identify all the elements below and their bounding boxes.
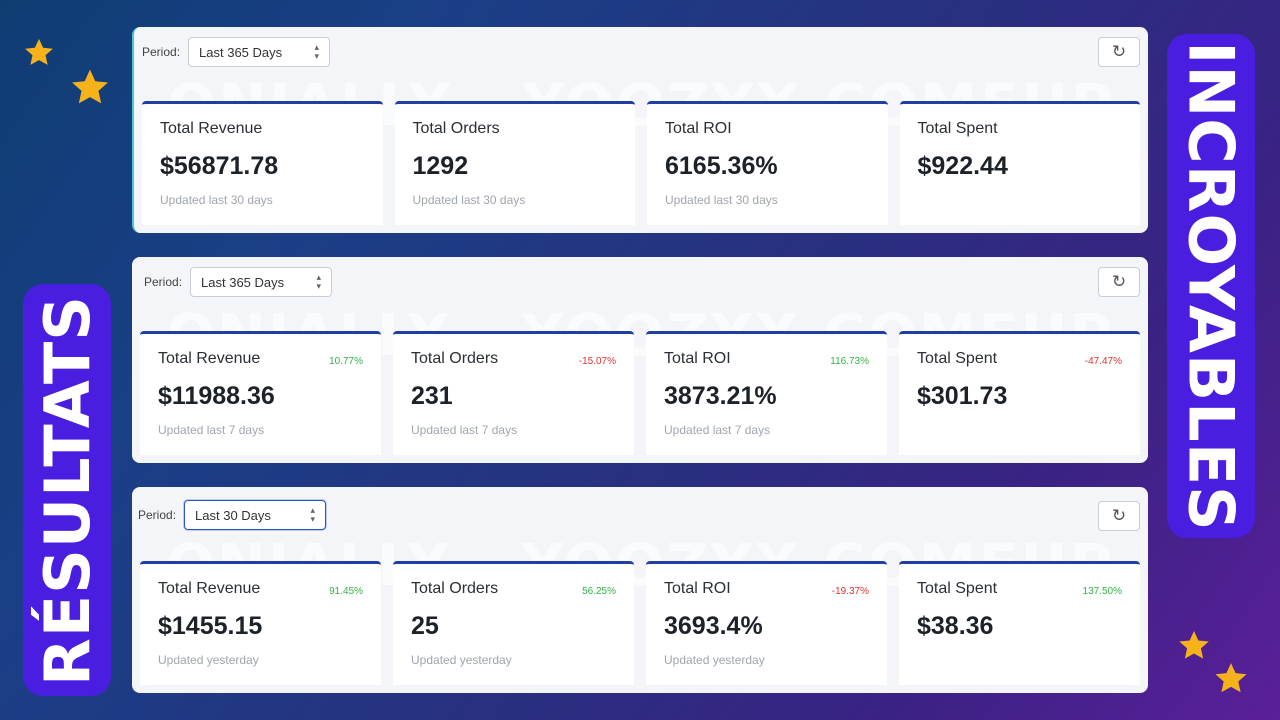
card-change-badge: 10.77% <box>329 356 363 367</box>
star-icon <box>22 36 56 70</box>
stat-cards: Total Revenue 91.45% $1455.15 Updated ye… <box>140 561 1140 685</box>
card-value: $301.73 <box>917 382 1008 410</box>
refresh-button[interactable]: ↻ <box>1098 501 1140 531</box>
card-total-roi: Total ROI -19.37% 3693.4% Updated yester… <box>646 561 887 685</box>
card-value: $38.36 <box>917 612 994 640</box>
chevron-updown-icon: ▴ ▾ <box>314 42 320 61</box>
card-total-orders: Total Orders 1292 Updated last 30 days <box>394 101 635 225</box>
card-title: Total Revenue <box>160 120 263 137</box>
card-subtitle: Updated last 7 days <box>158 423 265 437</box>
card-title: Total ROI <box>665 120 732 137</box>
card-total-revenue: Total Revenue 91.45% $1455.15 Updated ye… <box>140 561 381 685</box>
card-subtitle: Updated last 30 days <box>412 193 526 207</box>
chevron-updown-icon: ▴ ▾ <box>310 505 316 524</box>
card-change-badge: 56.25% <box>582 586 616 597</box>
card-value: 231 <box>411 382 453 410</box>
period-select-value: Last 365 Days <box>201 274 285 290</box>
period-row: Period: Last 365 Days ▴ ▾ <box>142 37 331 67</box>
banner-incroyables: INCROYABLES <box>1167 34 1255 538</box>
period-label: Period: <box>138 508 177 522</box>
card-title: Total Spent <box>917 580 998 597</box>
refresh-button[interactable]: ↻ <box>1098 37 1140 67</box>
period-select[interactable]: Last 30 Days ▴ ▾ <box>184 500 327 530</box>
card-title: Total Spent <box>917 350 998 367</box>
refresh-icon: ↻ <box>1111 42 1127 61</box>
card-value: 6165.36% <box>665 152 778 180</box>
card-subtitle: Updated last 30 days <box>160 193 273 207</box>
period-label: Period: <box>144 275 183 289</box>
card-total-spent: Total Spent -47.47% $301.73 <box>899 331 1140 455</box>
refresh-icon: ↻ <box>1111 506 1127 525</box>
card-subtitle: Updated last 7 days <box>411 423 518 437</box>
card-total-spent: Total Spent $922.44 <box>899 101 1140 225</box>
card-value: 3873.21% <box>664 382 777 410</box>
card-change-badge: -19.37% <box>831 586 869 597</box>
stats-panel: Period: Last 365 Days ▴ ▾ ↻ ONIALLY - YOO… <box>132 27 1148 233</box>
star-icon <box>1176 628 1212 664</box>
card-title: Total Orders <box>412 120 500 137</box>
card-total-revenue: Total Revenue $56871.78 Updated last 30 … <box>142 101 383 225</box>
card-change-badge: -15.07% <box>578 356 616 367</box>
banner-right-text: INCROYABLES <box>1174 40 1248 532</box>
card-change-badge: -47.47% <box>1084 356 1122 367</box>
card-value: $1455.15 <box>158 612 263 640</box>
banner-left-text: RÉSULTATS <box>30 294 104 686</box>
card-value: 1292 <box>412 152 469 180</box>
chevron-updown-icon: ▴ ▾ <box>316 272 322 291</box>
period-row: Period: Last 365 Days ▴ ▾ <box>144 267 333 297</box>
stats-panel: Period: Last 30 Days ▴ ▾ ↻ ONIALLY - YOOZ… <box>132 487 1148 693</box>
card-subtitle: Updated last 7 days <box>664 423 771 437</box>
period-select[interactable]: Last 365 Days ▴ ▾ <box>188 37 331 67</box>
star-icon <box>68 66 112 110</box>
card-title: Total Orders <box>411 350 499 367</box>
card-change-badge: 91.45% <box>329 586 363 597</box>
card-title: Total Revenue <box>158 580 261 597</box>
star-icon <box>1212 660 1250 698</box>
card-title: Total Revenue <box>158 350 261 367</box>
period-select-value: Last 30 Days <box>195 507 271 523</box>
card-total-roi: Total ROI 6165.36% Updated last 30 days <box>647 101 888 225</box>
card-total-orders: Total Orders 56.25% 25 Updated yesterday <box>393 561 634 685</box>
card-title: Total Spent <box>917 120 998 137</box>
stat-cards: Total Revenue 10.77% $11988.36 Updated l… <box>140 331 1140 455</box>
card-title: Total ROI <box>664 350 731 367</box>
card-value: 3693.4% <box>664 612 763 640</box>
refresh-button[interactable]: ↻ <box>1098 267 1140 297</box>
card-total-orders: Total Orders -15.07% 231 Updated last 7 … <box>393 331 634 455</box>
card-value: $922.44 <box>917 152 1008 180</box>
period-label: Period: <box>142 45 181 59</box>
card-total-revenue: Total Revenue 10.77% $11988.36 Updated l… <box>140 331 381 455</box>
refresh-icon: ↻ <box>1111 272 1127 291</box>
card-subtitle: Updated yesterday <box>664 653 765 667</box>
card-title: Total ROI <box>664 580 731 597</box>
card-total-spent: Total Spent 137.50% $38.36 <box>899 561 1140 685</box>
card-total-roi: Total ROI 116.73% 3873.21% Updated last … <box>646 331 887 455</box>
card-subtitle: Updated yesterday <box>411 653 512 667</box>
card-change-badge: 116.73% <box>830 356 869 367</box>
card-value: $56871.78 <box>160 152 279 180</box>
card-subtitle: Updated last 30 days <box>665 193 778 207</box>
card-title: Total Orders <box>411 580 499 597</box>
period-select[interactable]: Last 365 Days ▴ ▾ <box>190 267 333 297</box>
card-value: 25 <box>411 612 439 640</box>
card-change-badge: 137.50% <box>1082 586 1122 597</box>
period-row: Period: Last 30 Days ▴ ▾ <box>138 500 327 530</box>
period-select-value: Last 365 Days <box>199 44 283 60</box>
card-value: $11988.36 <box>158 382 275 410</box>
card-subtitle: Updated yesterday <box>158 653 259 667</box>
stats-panel: Period: Last 365 Days ▴ ▾ ↻ ONIALLY - YOO… <box>132 257 1148 463</box>
banner-resultats: RÉSULTATS <box>23 284 111 696</box>
stat-cards: Total Revenue $56871.78 Updated last 30 … <box>142 101 1140 225</box>
